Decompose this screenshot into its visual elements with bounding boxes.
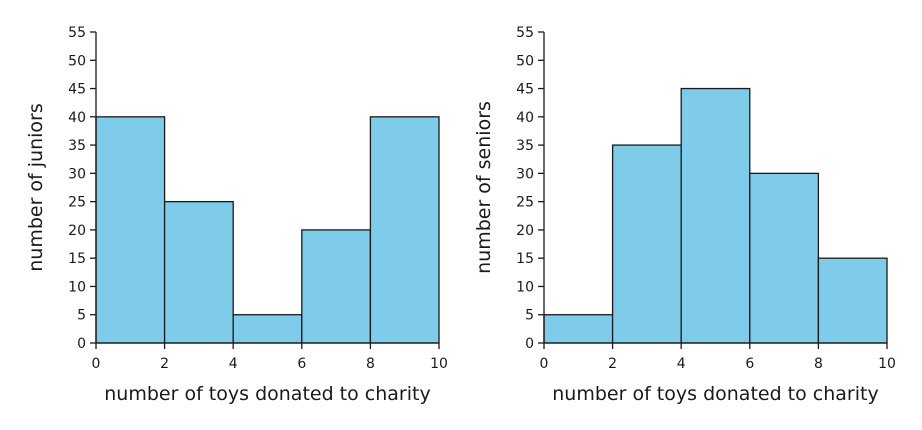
x-tick-label: 0 — [540, 356, 549, 372]
y-tick-label: 40 — [516, 110, 534, 126]
y-tick-label: 25 — [68, 195, 86, 211]
histogram-bar — [680, 87, 751, 344]
histogram-bar — [232, 314, 303, 344]
y-tick-label: 0 — [525, 336, 534, 352]
x-tick-label: 10 — [430, 356, 448, 372]
x-tick-label: 4 — [229, 356, 238, 372]
histogram-bar — [301, 229, 372, 344]
y-tick-label: 15 — [68, 251, 86, 267]
y-tick-label: 5 — [525, 308, 534, 324]
y-tick-label: 10 — [516, 279, 534, 295]
y-tick-label: 30 — [516, 166, 534, 182]
histogram-bar — [611, 144, 682, 344]
x-tick-label: 10 — [878, 356, 896, 372]
histogram-bar — [749, 172, 820, 344]
x-tick-label: 2 — [160, 356, 169, 372]
y-tick-label: 35 — [68, 138, 86, 154]
x-tick-label: 6 — [297, 356, 306, 372]
histogram-bar — [817, 257, 888, 344]
y-axis-label: number of seniors — [473, 101, 495, 274]
histogram-bar — [95, 116, 166, 344]
y-tick-label: 25 — [516, 195, 534, 211]
y-tick-label: 35 — [516, 138, 534, 154]
y-tick-label: 50 — [68, 53, 86, 69]
y-tick-label: 45 — [68, 82, 86, 98]
y-tick-label: 40 — [68, 110, 86, 126]
y-tick-label: 5 — [77, 308, 86, 324]
y-tick-label: 20 — [68, 223, 86, 239]
y-tick-label: 55 — [516, 25, 534, 41]
seniors-histogram-panel: 0 5 10 15 20 25 30 35 40 45 50 55 0 2 4 6 8 10 number of t… — [448, 0, 909, 430]
x-tick-label: 0 — [92, 356, 101, 372]
x-tick-label: 4 — [677, 356, 686, 372]
x-axis-label: number of toys donated to charity — [552, 383, 878, 405]
y-tick-label: 55 — [68, 25, 86, 41]
histogram-bar — [543, 314, 614, 344]
y-tick-label: 45 — [516, 82, 534, 98]
y-tick-label: 0 — [77, 336, 86, 352]
y-tick-label: 20 — [516, 223, 534, 239]
y-tick-label: 30 — [68, 166, 86, 182]
x-tick-label: 2 — [608, 356, 617, 372]
y-tick-label: 50 — [516, 53, 534, 69]
x-axis-label: number of toys donated to charity — [104, 383, 430, 405]
x-tick-label: 6 — [745, 356, 754, 372]
histogram-bar — [369, 116, 440, 344]
histogram-bar — [163, 200, 234, 344]
juniors-histogram-panel: 0 5 10 15 20 25 30 35 40 45 50 55 0 2 4 6 8 10 number of t… — [25, 25, 448, 405]
y-tick-label: 15 — [516, 251, 534, 267]
y-axis-label: number of juniors — [25, 103, 47, 272]
x-tick-label: 8 — [366, 356, 375, 372]
y-tick-label: 10 — [68, 279, 86, 295]
x-tick-label: 8 — [814, 356, 823, 372]
